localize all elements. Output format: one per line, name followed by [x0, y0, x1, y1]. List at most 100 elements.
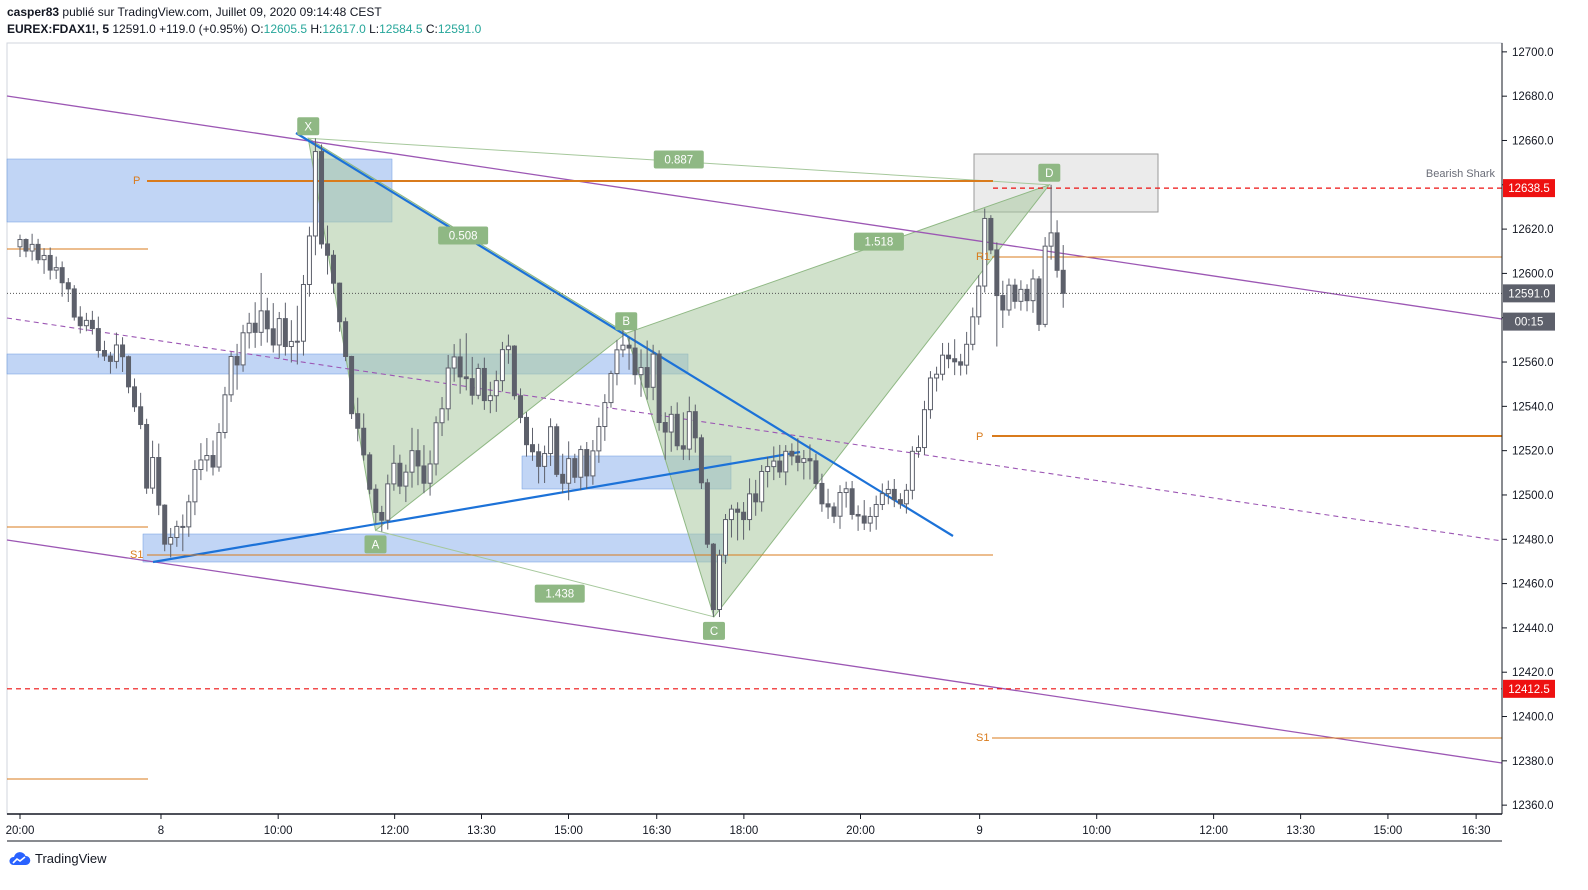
low-value: 12584.5 — [379, 22, 423, 36]
candle-body — [222, 394, 228, 433]
candle — [385, 474, 391, 530]
candle-body — [722, 519, 728, 556]
time-axis[interactable]: 20:00 8 10:00 12:00 13:30 15:00 16:30 18:00 20:0… — [6, 814, 1502, 842]
candle-body — [970, 316, 976, 345]
candle-body — [927, 377, 933, 411]
time-tick-label: 10:00 — [264, 825, 293, 837]
candle — [391, 445, 397, 491]
candle — [228, 352, 234, 402]
candle-body — [650, 353, 656, 388]
candle — [873, 495, 879, 530]
candle-body — [337, 282, 343, 323]
pattern-name: Bearish Shark — [1426, 168, 1496, 180]
candle — [276, 311, 282, 359]
candle-body — [294, 340, 300, 343]
candle-body — [162, 504, 168, 545]
candle-body — [566, 458, 572, 484]
candle-body — [777, 460, 783, 473]
candle-body — [493, 380, 499, 397]
candle-body — [614, 349, 620, 375]
candle — [361, 413, 367, 461]
candle — [1048, 184, 1054, 260]
point-label-bg-a — [364, 535, 387, 554]
candle-body — [300, 283, 306, 342]
candle — [1012, 278, 1018, 309]
candle-body — [771, 460, 777, 468]
candle — [216, 423, 222, 472]
candle-body — [632, 347, 638, 376]
candle — [662, 412, 668, 460]
price-tick-label: 12660.0 — [1512, 135, 1554, 147]
candle — [994, 242, 1000, 347]
ratio-label: 1.518 — [865, 237, 894, 249]
candle — [855, 505, 861, 531]
candle — [511, 345, 517, 400]
candle — [29, 233, 35, 261]
candle — [433, 416, 439, 476]
candle — [246, 312, 252, 349]
candle — [95, 316, 101, 358]
candle-body — [584, 449, 590, 477]
candle-body — [807, 458, 813, 462]
candle — [861, 500, 867, 530]
candle — [921, 400, 927, 455]
candle — [843, 481, 849, 508]
candle-body — [982, 217, 988, 287]
candle — [107, 351, 113, 374]
candle — [849, 481, 855, 520]
candle-body — [704, 482, 710, 545]
candle-body — [518, 395, 524, 418]
candle — [704, 478, 710, 548]
candle-body — [952, 358, 958, 363]
candle-body — [686, 411, 692, 450]
time-tick-label: 18:00 — [729, 825, 758, 837]
candle-body — [668, 413, 674, 433]
candle-body — [319, 151, 325, 245]
candle-body — [536, 451, 542, 467]
candle — [620, 326, 626, 358]
candle-body — [940, 354, 946, 375]
candle — [415, 429, 421, 486]
time-tick-label: 13:30 — [467, 825, 496, 837]
candle-body — [385, 483, 391, 521]
candle — [867, 507, 873, 532]
candle — [463, 333, 469, 391]
candle — [753, 479, 759, 516]
ascending-trend-line — [152, 450, 801, 564]
candle — [735, 502, 741, 541]
candle-body — [855, 513, 861, 517]
candle-body — [837, 492, 843, 517]
candle-body — [276, 318, 282, 346]
candle-body — [439, 408, 445, 424]
candle — [47, 247, 53, 280]
candle-body — [976, 285, 982, 318]
candle — [548, 418, 554, 466]
candle-body — [1048, 232, 1054, 247]
candle — [927, 371, 933, 419]
candle-body — [481, 367, 487, 402]
candle-body — [445, 367, 451, 410]
ratio-label-bg — [534, 584, 585, 603]
pivot-label-p: P — [133, 175, 140, 187]
candle-body — [765, 466, 771, 472]
candle — [813, 453, 819, 490]
pivot-label-s1: S1 — [130, 549, 143, 561]
candle-body — [270, 328, 276, 346]
price-tick-label: 12420.0 — [1512, 667, 1554, 679]
candle — [970, 307, 976, 351]
candle-body — [505, 345, 511, 351]
candle — [379, 505, 385, 532]
candle — [505, 334, 511, 364]
tradingview-logo[interactable]: TradingView — [7, 851, 107, 866]
price-axis[interactable]: 12700.012680.012660.012640.012620.012600… — [1501, 43, 1555, 814]
ratio-label: 0.508 — [449, 230, 478, 242]
candle-body — [475, 367, 481, 396]
candle — [168, 527, 174, 558]
candle — [367, 452, 373, 495]
ratio-label: 0.887 — [664, 155, 693, 167]
candle-body — [885, 488, 891, 495]
candle-body — [867, 515, 873, 524]
candle-body — [1018, 288, 1024, 302]
candle-body — [132, 386, 138, 408]
